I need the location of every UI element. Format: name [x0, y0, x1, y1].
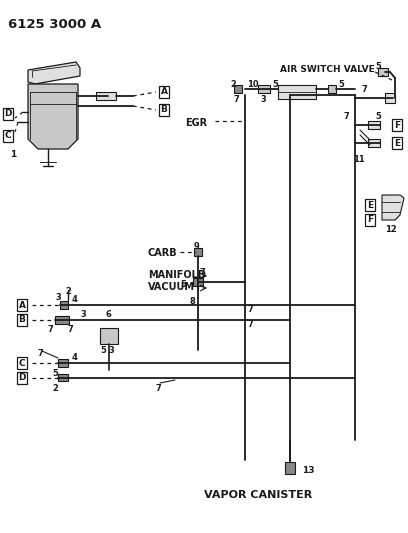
- Text: 4: 4: [72, 295, 78, 304]
- Text: EGR: EGR: [185, 118, 207, 128]
- Text: 2: 2: [65, 287, 71, 296]
- Text: CARB: CARB: [148, 248, 177, 258]
- Bar: [55, 316, 69, 324]
- Text: C: C: [4, 132, 11, 141]
- Text: 9: 9: [194, 242, 200, 251]
- Text: 7: 7: [155, 384, 161, 393]
- Text: 5: 5: [375, 112, 381, 121]
- Text: 10: 10: [247, 80, 259, 89]
- Text: 7: 7: [48, 325, 54, 334]
- Bar: [60, 301, 68, 309]
- Text: 3: 3: [55, 293, 61, 302]
- Text: 5: 5: [100, 346, 106, 355]
- Text: F: F: [367, 215, 373, 224]
- Text: AIR SWITCH VALVE: AIR SWITCH VALVE: [280, 65, 375, 74]
- Text: 5: 5: [180, 280, 186, 289]
- Text: 4: 4: [72, 353, 78, 362]
- Text: 7: 7: [362, 85, 368, 94]
- Text: 7: 7: [343, 112, 349, 121]
- Text: 7: 7: [248, 320, 254, 329]
- Text: 3: 3: [80, 310, 86, 319]
- Bar: [285, 462, 295, 474]
- Text: 7: 7: [38, 349, 44, 358]
- Text: C: C: [19, 359, 25, 367]
- Polygon shape: [382, 195, 404, 220]
- Bar: [278, 85, 316, 99]
- Text: VAPOR CANISTER: VAPOR CANISTER: [204, 490, 312, 500]
- Text: 6125 3000 A: 6125 3000 A: [8, 18, 101, 31]
- Text: B: B: [161, 106, 167, 115]
- Text: D: D: [18, 374, 26, 383]
- Text: D: D: [4, 109, 12, 118]
- Text: 5: 5: [375, 62, 381, 71]
- Text: 11: 11: [353, 155, 365, 164]
- Text: B: B: [18, 316, 25, 325]
- Text: MANIFOLD: MANIFOLD: [148, 270, 206, 280]
- Bar: [58, 359, 68, 367]
- Bar: [378, 68, 388, 76]
- Bar: [100, 328, 118, 344]
- Text: 3: 3: [260, 95, 266, 104]
- Text: F: F: [394, 120, 400, 130]
- Text: A: A: [18, 301, 25, 310]
- Text: VACUUM: VACUUM: [148, 282, 195, 292]
- Bar: [96, 92, 116, 100]
- Bar: [234, 85, 242, 93]
- Text: 3: 3: [108, 346, 114, 355]
- Polygon shape: [28, 62, 80, 84]
- Text: 6: 6: [105, 310, 111, 319]
- Text: E: E: [367, 200, 373, 209]
- Bar: [194, 248, 202, 256]
- Text: 2: 2: [230, 80, 236, 89]
- Bar: [258, 85, 270, 93]
- Text: 1: 1: [10, 150, 16, 159]
- Text: 12: 12: [385, 225, 397, 234]
- Text: 7: 7: [248, 305, 254, 314]
- Text: A: A: [160, 87, 168, 96]
- Text: 5: 5: [338, 80, 344, 89]
- Bar: [58, 374, 68, 381]
- Text: 5: 5: [272, 80, 278, 89]
- Text: 5: 5: [52, 369, 58, 378]
- Polygon shape: [28, 84, 78, 149]
- Text: 8: 8: [190, 297, 196, 306]
- Text: 7: 7: [68, 325, 74, 334]
- Text: E: E: [394, 139, 400, 148]
- Text: 7: 7: [234, 95, 240, 104]
- Bar: [193, 278, 203, 286]
- Bar: [385, 93, 395, 103]
- Text: 7: 7: [200, 268, 206, 277]
- Text: 13: 13: [302, 466, 315, 475]
- Bar: [368, 139, 380, 147]
- Bar: [368, 121, 380, 129]
- Text: 2: 2: [52, 384, 58, 393]
- Bar: [328, 85, 336, 93]
